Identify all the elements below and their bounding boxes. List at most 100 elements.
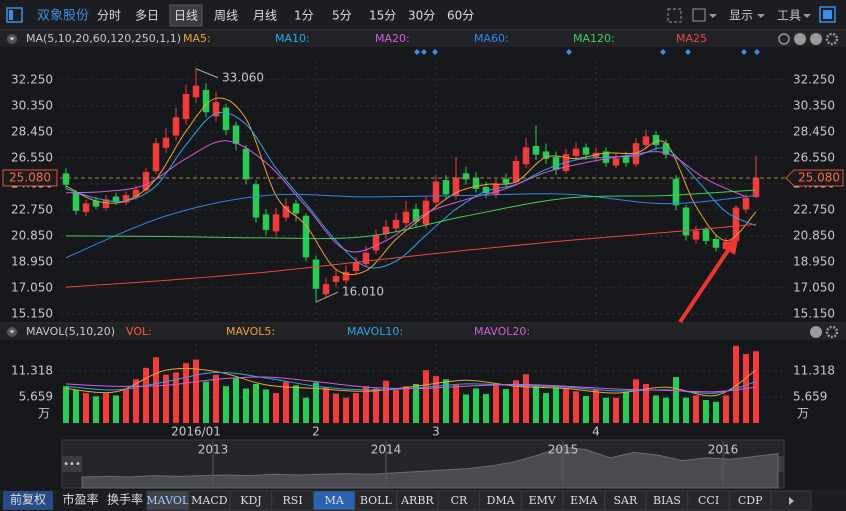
indicator-tab[interactable]: RSI: [283, 494, 303, 507]
indicator-tab[interactable]: KDJ: [240, 494, 261, 507]
period-tab[interactable]: 15分: [369, 9, 396, 23]
volume-bar: [673, 377, 679, 423]
volume-bar: [633, 379, 639, 423]
candle-body: [402, 211, 410, 224]
stock-name[interactable]: 双象股份: [37, 9, 89, 24]
volume-bar: [483, 394, 489, 423]
volume-bar: [313, 382, 319, 423]
volume-bar: [603, 397, 609, 423]
volume-bar: [693, 395, 699, 423]
volume-bar: [623, 391, 629, 423]
navigator-handle[interactable]: [62, 456, 82, 472]
period-tab[interactable]: 30分: [408, 9, 435, 23]
volume-bar: [393, 389, 399, 423]
y-tick-label: 20.850: [793, 228, 835, 242]
event-marker[interactable]: [566, 49, 572, 55]
volume-bar: [403, 386, 409, 423]
volume-bar: [723, 395, 729, 423]
indicator-tab[interactable]: EMA: [570, 494, 598, 507]
event-marker[interactable]: [754, 49, 760, 55]
event-marker[interactable]: [421, 49, 427, 55]
navigator-handle[interactable]: [778, 456, 784, 472]
side-tab[interactable]: 前复权: [10, 492, 46, 507]
navigator-year: 2014: [371, 443, 402, 457]
period-tab[interactable]: 周线: [214, 9, 238, 23]
indicator-tab[interactable]: MAVOL: [146, 494, 189, 507]
collapse-arrow: [9, 330, 15, 334]
indicator-tab[interactable]: ARBR: [400, 494, 434, 507]
y-tick-label: 26.550: [11, 150, 53, 164]
refresh-icon[interactable]: [778, 33, 790, 45]
panel-icon[interactable]: [819, 6, 836, 23]
period-tab[interactable]: 多日: [135, 9, 159, 23]
indicator-tab[interactable]: SAR: [614, 494, 638, 507]
ma-line: [65, 367, 757, 397]
tools-menu[interactable]: 工具: [777, 9, 801, 23]
settings-icon[interactable]: [825, 32, 839, 46]
tab-selected: [3, 491, 53, 510]
event-marker[interactable]: [741, 49, 747, 55]
volume-bar: [383, 380, 389, 423]
event-marker[interactable]: [660, 49, 666, 55]
candle-body: [272, 214, 280, 232]
volume-bar: [193, 359, 199, 423]
event-marker[interactable]: [685, 49, 691, 55]
period-tab[interactable]: 1分: [294, 9, 314, 23]
indicator-tab[interactable]: CDP: [738, 494, 763, 507]
volume-bar: [593, 389, 599, 423]
indicator-tab[interactable]: MACD: [191, 494, 228, 507]
indicator-tab[interactable]: DMA: [487, 494, 516, 507]
volume-bar: [583, 395, 589, 423]
candle-body: [172, 117, 180, 136]
event-marker[interactable]: [414, 49, 420, 55]
volume-bar: [133, 379, 139, 423]
indicator-tab[interactable]: BIAS: [653, 494, 681, 507]
settings-icon[interactable]: [825, 325, 839, 339]
volume-bar: [163, 374, 169, 423]
y-tick-label: 5.659: [793, 389, 827, 403]
period-tab[interactable]: 日线: [174, 9, 198, 23]
period-tab[interactable]: 5分: [332, 9, 352, 23]
candle-body: [162, 137, 170, 148]
y-tick-label: 22.750: [793, 202, 835, 216]
annotation-leader: [315, 291, 339, 303]
add-icon[interactable]: [794, 33, 806, 45]
candle-body: [312, 259, 320, 289]
period-tab[interactable]: 60分: [447, 9, 474, 23]
candle-body: [412, 208, 420, 222]
candle-body: [512, 161, 520, 183]
volume-bar: [143, 367, 149, 423]
side-tab[interactable]: 市盈率: [62, 492, 98, 507]
indicator-tab[interactable]: EMV: [529, 494, 557, 507]
checkbox-icon[interactable]: [692, 8, 706, 22]
y-tick-label: 30.350: [793, 98, 835, 112]
indicator-tab[interactable]: MA: [325, 494, 345, 507]
period-tab[interactable]: 分时: [97, 9, 121, 23]
volume-bar: [503, 388, 509, 423]
volume-bar: [173, 372, 179, 423]
candle-body: [462, 173, 470, 180]
indicator-tab-box[interactable]: [728, 490, 772, 511]
close-icon[interactable]: [810, 326, 822, 338]
y-tick-label: 11.318: [11, 363, 53, 377]
event-marker[interactable]: [432, 49, 438, 55]
candle-body: [342, 271, 350, 281]
fullscreen-icon[interactable]: [667, 8, 682, 23]
display-menu[interactable]: 显示: [729, 9, 753, 23]
ma-line: [65, 193, 757, 259]
remove-icon[interactable]: [810, 33, 822, 45]
indicator-tab[interactable]: CR: [451, 494, 468, 507]
legend-entry: MA60:: [474, 32, 509, 45]
volume-bar: [223, 386, 229, 423]
volume-bar: [733, 345, 739, 423]
x-tick-label: 3: [432, 425, 440, 439]
candle-body: [152, 143, 160, 172]
sidebar-icon[interactable]: [6, 7, 23, 23]
volume-bar: [493, 383, 499, 423]
y-tick-label: 30.350: [11, 98, 53, 112]
last-price-label: 25.080: [9, 170, 51, 184]
indicator-tab[interactable]: CCI: [698, 494, 719, 507]
side-tab[interactable]: 换手率: [107, 492, 143, 507]
indicator-tab[interactable]: BOLL: [360, 494, 393, 507]
period-tab[interactable]: 月线: [253, 9, 277, 23]
